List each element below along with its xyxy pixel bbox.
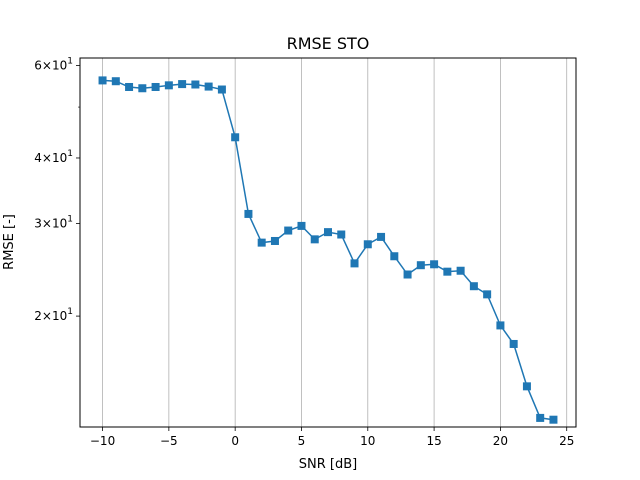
data-point — [443, 267, 452, 276]
y-tick-label: 4×101 — [34, 149, 73, 165]
data-point — [284, 226, 293, 235]
data-point — [231, 133, 240, 142]
y-tick-label: 3×101 — [34, 215, 73, 231]
data-point — [217, 85, 226, 94]
data-point — [469, 282, 478, 291]
x-tick-label: −5 — [160, 434, 178, 448]
y-axis-label: RMSE [-] — [2, 214, 17, 270]
x-tick-label: 5 — [298, 434, 306, 448]
data-point — [151, 82, 160, 91]
chart-title: RMSE STO — [287, 34, 370, 53]
x-tick-label: 0 — [231, 434, 239, 448]
x-axis-label: SNR [dB] — [299, 457, 357, 472]
data-point — [204, 82, 213, 91]
x-tick-label: 10 — [360, 434, 375, 448]
data-point — [363, 240, 372, 249]
data-point — [549, 415, 558, 424]
x-tick-label: 25 — [559, 434, 574, 448]
data-point — [324, 228, 332, 237]
data-point — [509, 339, 518, 348]
data-point — [257, 238, 266, 247]
data-point — [178, 80, 187, 89]
data-point — [191, 80, 200, 89]
data-point — [244, 209, 253, 218]
plot-frame — [79, 57, 577, 428]
data-point — [377, 232, 386, 241]
y-tick-label: 2×101 — [34, 307, 73, 323]
data-point — [310, 235, 319, 244]
data-point — [456, 266, 465, 275]
data-point — [403, 270, 412, 279]
data-point — [138, 84, 147, 93]
x-tick-label: 20 — [493, 434, 508, 448]
data-point — [496, 321, 505, 330]
data-point — [164, 81, 173, 90]
data-point — [483, 290, 492, 299]
data-point — [416, 261, 425, 270]
data-point — [297, 221, 306, 230]
data-point — [98, 76, 107, 85]
data-point — [536, 413, 545, 422]
data-point — [270, 236, 279, 245]
data-point — [350, 259, 359, 268]
data-point — [430, 260, 439, 269]
y-tick-label: 6×101 — [34, 56, 73, 72]
data-point — [125, 82, 134, 91]
data-point — [522, 382, 531, 391]
y-axis: 2×101 3×101 4×101 6×101 — [34, 56, 80, 323]
data-point — [111, 77, 120, 86]
data-point — [390, 252, 399, 261]
x-tick-label: −10 — [90, 434, 115, 448]
data-point — [337, 230, 346, 239]
series-layer — [98, 76, 558, 424]
x-axis: −10 −5 0 5 10 15 20 25 — [90, 427, 574, 448]
x-tick-label: 15 — [426, 434, 441, 448]
